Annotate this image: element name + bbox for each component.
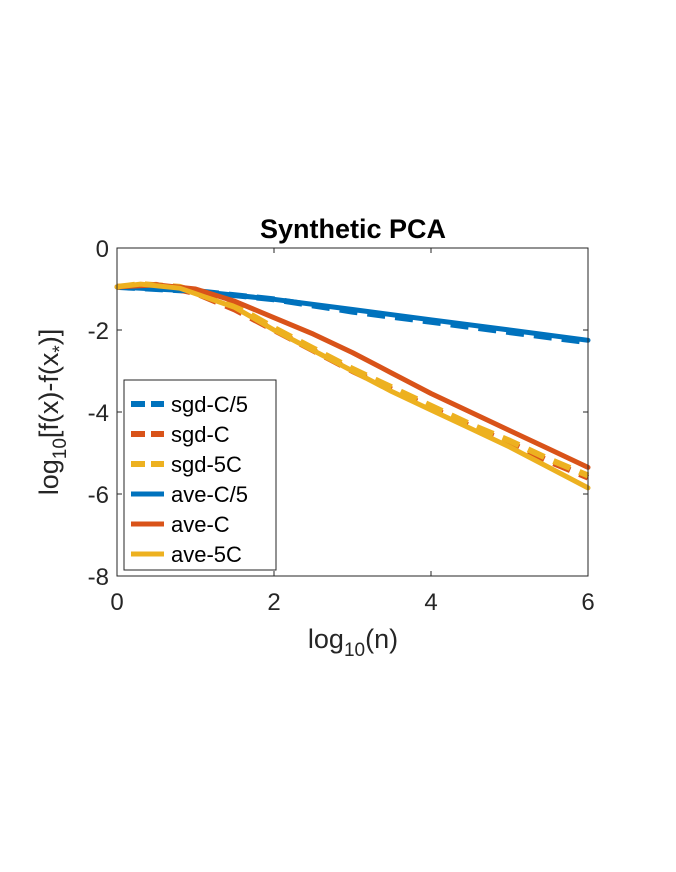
y-tick-label: 0 [96,236,109,263]
series-layer [114,281,591,491]
legend-label: ave-5C [171,542,242,567]
x-axis-label-rest: (n) [365,624,398,654]
y-axis-label-end: )] [34,329,64,346]
y-tick-label: -8 [88,564,109,591]
legend-label: sgd-C/5 [171,392,248,417]
legend-label: ave-C/5 [171,482,248,507]
x-axis-label: log10(n) [308,624,398,661]
legend-label: sgd-5C [171,452,242,477]
ticks-layer: 0 2 4 6 0 -2 -4 -6 -8 [88,236,595,616]
legend-label: sgd-C [171,422,230,447]
y-axis-label: log10[f(x)-f(x*)] [34,329,71,496]
y-axis-label-sub2: * [50,345,71,353]
series-line-ave-c [114,282,591,470]
y-tick-label: -4 [88,400,109,427]
x-tick-label: 0 [110,589,123,616]
legend-label: ave-C [171,512,230,537]
chart-title: Synthetic PCA [260,214,446,244]
y-axis-label-base: log [34,459,64,495]
x-tick-label: 4 [424,589,437,616]
x-tick-label: 2 [267,589,280,616]
x-tick-label: 6 [581,589,594,616]
x-axis-label-sub: 10 [344,640,365,661]
y-tick-label: -6 [88,482,109,509]
y-axis-label-sub: 10 [50,438,71,459]
x-axis-label-base: log [308,624,344,654]
legend-box [123,379,277,571]
y-tick-label: -2 [88,318,109,345]
legend: sgd-C/5 sgd-C sgd-5C ave-C/5 ave-C ave-5C [123,379,277,571]
series-line-ave-5c [114,281,591,491]
y-axis-label-rest: [f(x)-f(x [34,352,64,438]
